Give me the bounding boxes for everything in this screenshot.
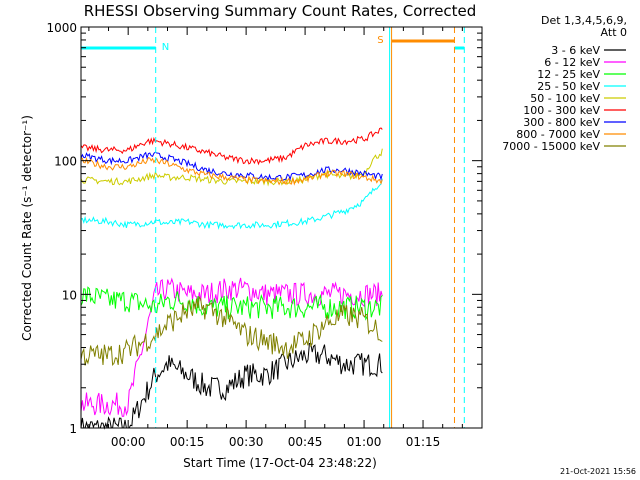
legend-item-label: 12 - 25 keV xyxy=(537,68,600,81)
marker-label: N xyxy=(162,42,169,53)
x-axis-label: Start Time (17-Oct-04 23:48:22) xyxy=(183,456,377,470)
series-line-6 xyxy=(80,127,383,166)
series-layer xyxy=(80,127,383,430)
legend-header: Att 0 xyxy=(601,26,627,39)
legend-item-label: 3 - 6 keV xyxy=(551,44,600,57)
x-tick-label: 00:00 xyxy=(111,435,146,449)
series-line-1 xyxy=(80,342,383,430)
legend-item-label: 7000 - 15000 keV xyxy=(502,140,600,153)
x-tick-label: 00:15 xyxy=(170,435,205,449)
y-tick-label: 1000 xyxy=(46,21,77,35)
legend-header: Det 1,3,4,5,6,9, xyxy=(541,14,627,27)
legend-item-label: 300 - 800 keV xyxy=(523,116,600,129)
legend-item-label: 50 - 100 keV xyxy=(530,92,600,105)
marker-label: S xyxy=(377,35,383,46)
plot-frame xyxy=(80,26,483,429)
series-line-4 xyxy=(80,178,383,230)
legend-item-label: 100 - 300 keV xyxy=(523,104,600,117)
y-tick-label: 10 xyxy=(62,288,77,302)
legend-item-label: 800 - 7000 keV xyxy=(516,128,600,141)
series-line-2 xyxy=(80,277,383,417)
axes-layer: 00:00 00:15 00:30 00:45 01:00 01:15 1 10 100 1000 xyxy=(46,21,482,449)
timestamp: 21-Oct-2021 15:56 xyxy=(560,467,636,476)
series-line-8 xyxy=(80,156,383,186)
x-tick-label: 01:15 xyxy=(406,435,441,449)
x-tick-label: 01:00 xyxy=(347,435,382,449)
vline-layer xyxy=(155,27,465,428)
marker-layer: NS xyxy=(81,35,465,53)
x-tick-label: 00:30 xyxy=(229,435,264,449)
y-tick-label: 100 xyxy=(54,155,77,169)
series-line-5 xyxy=(80,148,383,187)
series-line-3 xyxy=(80,286,383,321)
series-line-9 xyxy=(80,296,383,366)
x-tick-label: 00:45 xyxy=(288,435,323,449)
y-axis-label: Corrected Count Rate (s⁻¹ detector⁻¹) xyxy=(20,115,34,341)
legend-item-label: 6 - 12 keV xyxy=(544,56,600,69)
chart-title: RHESSI Observing Summary Count Rates, Co… xyxy=(84,2,477,20)
y-tick-label: 1 xyxy=(69,422,77,436)
legend-item-label: 25 - 50 keV xyxy=(537,80,600,93)
